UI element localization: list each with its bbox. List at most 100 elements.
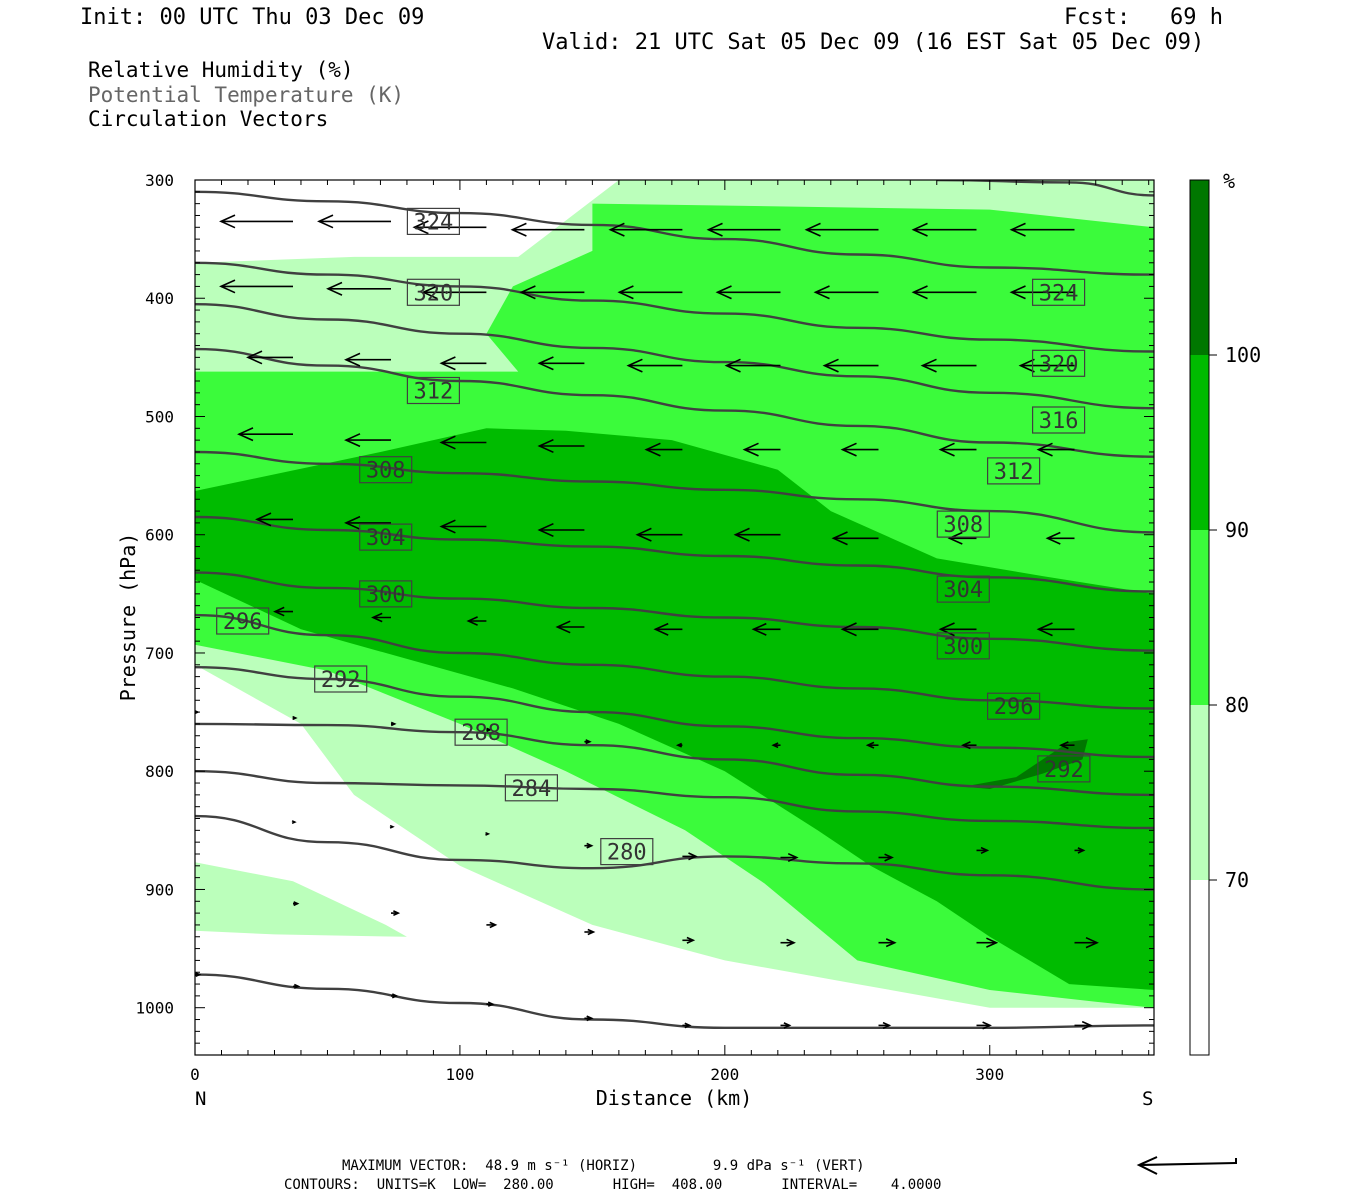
circulation-vector-head <box>771 742 779 749</box>
circulation-vector-head <box>510 222 527 237</box>
circulation-vector-head <box>783 1022 792 1029</box>
circulation-vector-head <box>813 285 830 300</box>
circulation-vector-head <box>344 515 361 530</box>
circulation-vector-head <box>537 438 554 454</box>
circulation-vector-head <box>219 214 236 229</box>
contour-label-box <box>986 692 1041 720</box>
y-tick-label: 500 <box>145 407 174 426</box>
circulation-vector-head <box>390 721 397 727</box>
circulation-vector-head <box>911 222 928 237</box>
circulation-vector-head <box>840 622 857 637</box>
circulation-vector-head <box>326 281 343 296</box>
circulation-vector-head <box>1059 741 1069 750</box>
contour-label-box <box>216 607 270 635</box>
x-tick-label: 100 <box>445 1065 474 1084</box>
circulation-vector-head <box>644 442 661 457</box>
y-tick-label: 800 <box>145 762 174 781</box>
y-tick-label: 300 <box>145 171 174 190</box>
circulation-vector-head <box>688 852 698 861</box>
circulation-vector-head <box>882 1021 892 1030</box>
theta-contour-316-9 <box>195 303 1154 410</box>
colorbar-tick-label: 100 <box>1225 343 1261 367</box>
x-tick-label: 0 <box>190 1065 200 1084</box>
circulation-vector-head <box>715 285 732 300</box>
contour-label: 312 <box>414 380 454 405</box>
circulation-vector-head <box>1018 358 1035 373</box>
y-tick-label: 900 <box>145 880 174 899</box>
circulation-vector-head <box>586 842 594 849</box>
y-axis-label: Pressure (hPa) <box>116 533 140 702</box>
max-vector-text: MAXIMUM VECTOR: 48.9 m s⁻¹ (HORIZ) 9.9 d… <box>342 1158 865 1174</box>
contour-label-box <box>936 575 990 603</box>
rh-region-5 <box>195 862 407 937</box>
contour-label-box <box>359 523 413 551</box>
circulation-vector-head <box>344 433 361 448</box>
y-tick-label: 700 <box>145 644 174 663</box>
circulation-vector-head <box>804 222 821 237</box>
contour-label-box <box>406 207 460 235</box>
circulation-vector-head <box>389 824 395 829</box>
circulation-vector-head <box>537 522 554 538</box>
circulation-vector-head <box>123 277 137 290</box>
theta-contour-280-13 <box>195 973 1154 1030</box>
circulation-vector-head <box>626 358 643 373</box>
circulation-vector-head <box>439 435 456 450</box>
circulation-vector-head <box>255 512 272 527</box>
circulation-vector-head <box>555 620 571 634</box>
circulation-vector-head <box>1077 847 1086 854</box>
circulation-vector-head <box>980 846 990 855</box>
x-tick-label: 200 <box>710 1065 739 1084</box>
legend-vectors: Circulation Vectors <box>88 107 329 131</box>
legend-rh: Relative Humidity (%) <box>88 58 354 82</box>
y-tick-label: 1000 <box>135 999 174 1018</box>
x-axis-right-end-label: S <box>1142 1088 1153 1110</box>
circulation-vector-head <box>219 279 236 294</box>
circulation-vector-head <box>489 921 498 929</box>
colorbar-frame <box>1189 179 1210 1056</box>
contour-label-box <box>454 718 508 746</box>
circulation-vector-head <box>635 527 652 542</box>
circulation-vector-head <box>292 715 298 721</box>
contour-label: 300 <box>366 583 406 608</box>
theta-contour-280-0 <box>195 814 1154 891</box>
circulation-vector-head <box>706 222 723 237</box>
theta-contour-292-3 <box>195 666 1154 759</box>
circulation-vector-head <box>291 820 297 825</box>
circulation-vector-head <box>273 606 285 617</box>
circulation-vector-head <box>617 285 634 300</box>
circulation-vector-head <box>947 531 963 545</box>
circulation-vector-head <box>177 607 186 615</box>
circulation-vector-head <box>724 358 741 373</box>
colorbar-segment <box>1190 705 1209 880</box>
contour-label-box <box>314 665 368 693</box>
contour-label: 308 <box>366 459 406 484</box>
circulation-vector-head <box>466 616 478 626</box>
circulation-vector-head <box>123 215 137 228</box>
theta-contour-320-10 <box>195 261 1154 353</box>
colorbar-unit-label: % <box>1223 169 1235 193</box>
circulation-vector-head <box>195 972 202 978</box>
theta-contour-312-8 <box>195 347 1154 458</box>
circulation-vector-head <box>586 1015 594 1022</box>
colorbar-tick-label: 80 <box>1225 693 1249 717</box>
contours-info-text: CONTOURS: UNITS=K LOW= 280.00 HIGH= 408.… <box>284 1177 942 1193</box>
forecast-hour: Fcst: 69 h <box>1064 5 1223 30</box>
y-tick-label: 400 <box>145 289 174 308</box>
circulation-vector-head <box>822 358 839 373</box>
contour-label-box <box>986 457 1041 485</box>
contour-label: 292 <box>1044 758 1084 783</box>
circulation-vector-head <box>1009 285 1026 300</box>
circulation-vector-head <box>519 285 536 300</box>
circulation-vector-head <box>982 1021 992 1030</box>
contour-label: 280 <box>607 841 647 866</box>
x-axis-left-end-label: N <box>195 1088 206 1110</box>
contour-label: 284 <box>512 777 552 802</box>
circulation-vector-head <box>1045 531 1061 545</box>
circulation-vector-head <box>487 1001 495 1007</box>
circulation-vector-head <box>344 352 361 367</box>
circulation-vector-head <box>246 350 263 365</box>
circulation-vector-head <box>159 511 173 524</box>
contour-label: 296 <box>223 610 263 635</box>
circulation-vector-head <box>884 853 894 862</box>
